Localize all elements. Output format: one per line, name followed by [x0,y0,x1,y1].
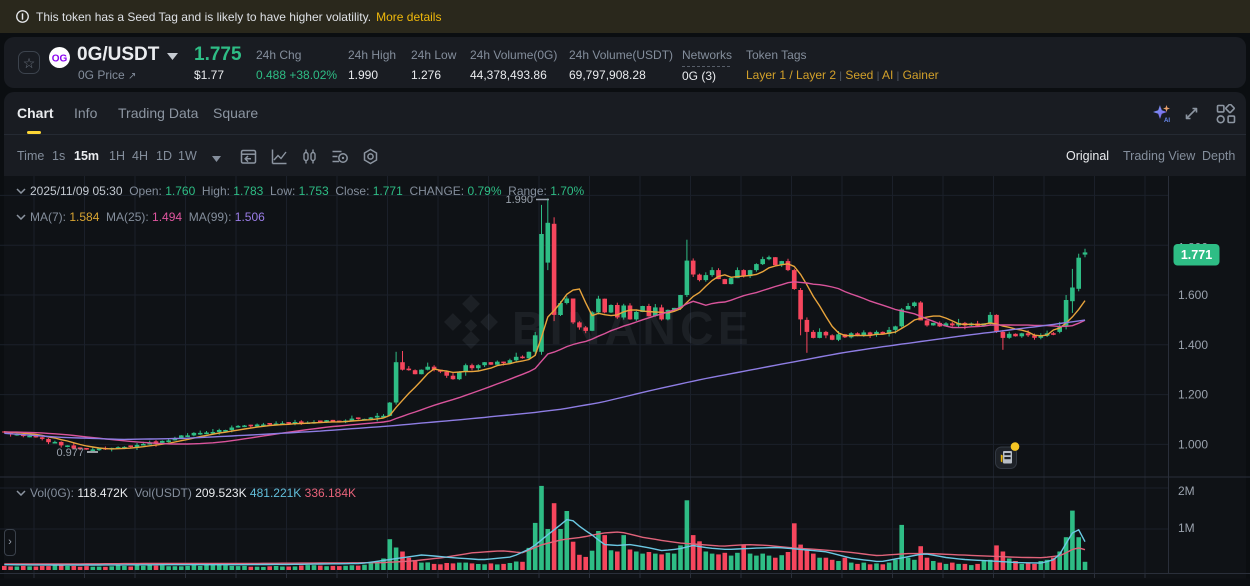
svg-text:1.000: 1.000 [1178,437,1208,451]
svg-text:1.400: 1.400 [1178,338,1208,352]
svg-text:1M: 1M [1178,521,1195,535]
svg-text:1.600: 1.600 [1178,288,1208,302]
svg-text:1.771: 1.771 [1181,248,1212,262]
svg-text:OG: OG [52,54,68,65]
svg-text:2M: 2M [1178,484,1195,498]
svg-text:0.977: 0.977 [56,447,84,459]
svg-text:1.200: 1.200 [1178,388,1208,402]
svg-text:AI: AI [1164,118,1170,124]
svg-text:1.990: 1.990 [505,194,533,206]
